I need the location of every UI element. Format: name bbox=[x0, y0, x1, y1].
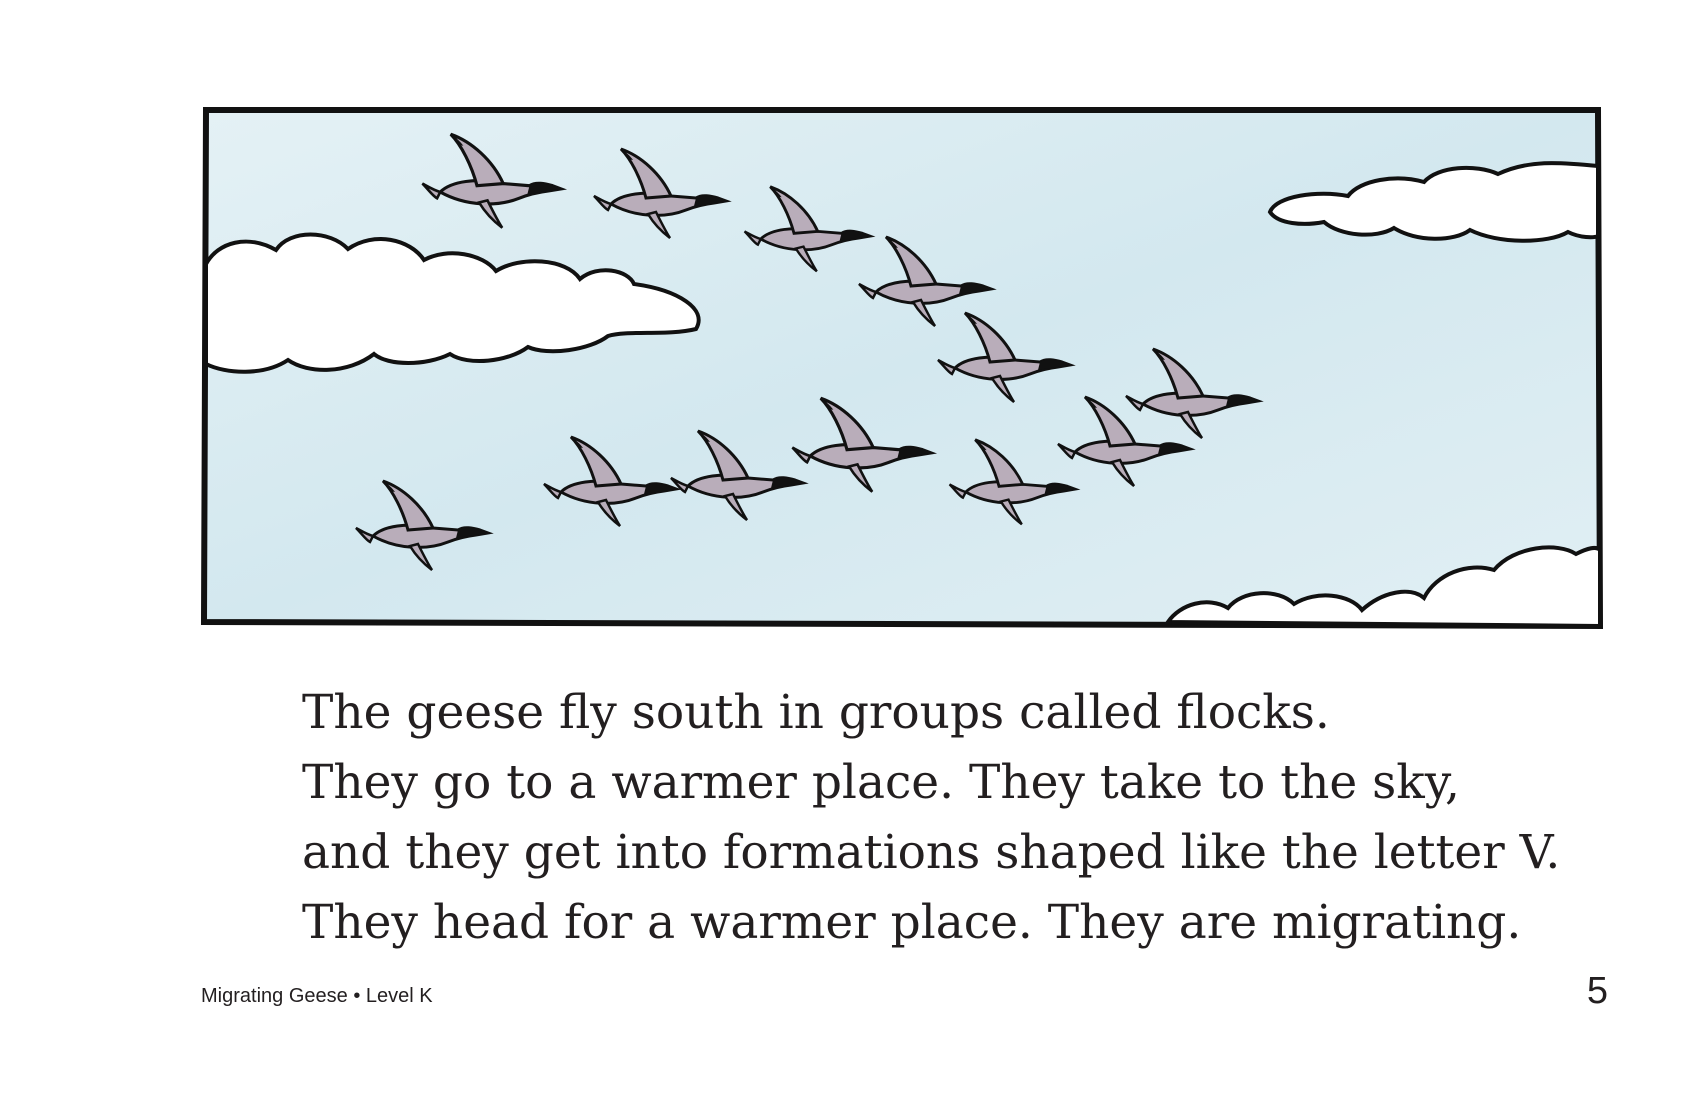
story-line: and they get into formations shaped like… bbox=[302, 825, 1561, 880]
story-line: The geese fly south in groups called flo… bbox=[302, 685, 1330, 740]
story-line: They head for a warmer place. They are m… bbox=[302, 895, 1522, 950]
illustration-canvas bbox=[198, 104, 1608, 634]
story-line: They go to a warmer place. They take to … bbox=[302, 755, 1460, 810]
footer-separator: • bbox=[353, 985, 361, 1007]
story-text: The geese fly south in groups called flo… bbox=[302, 678, 1602, 958]
footer-book-info: Migrating Geese • Level K bbox=[201, 985, 433, 1008]
geese-illustration bbox=[198, 104, 1608, 634]
book-title: Migrating Geese bbox=[201, 985, 348, 1007]
book-level: Level K bbox=[365, 985, 433, 1007]
page-number: 5 bbox=[1586, 970, 1608, 1012]
